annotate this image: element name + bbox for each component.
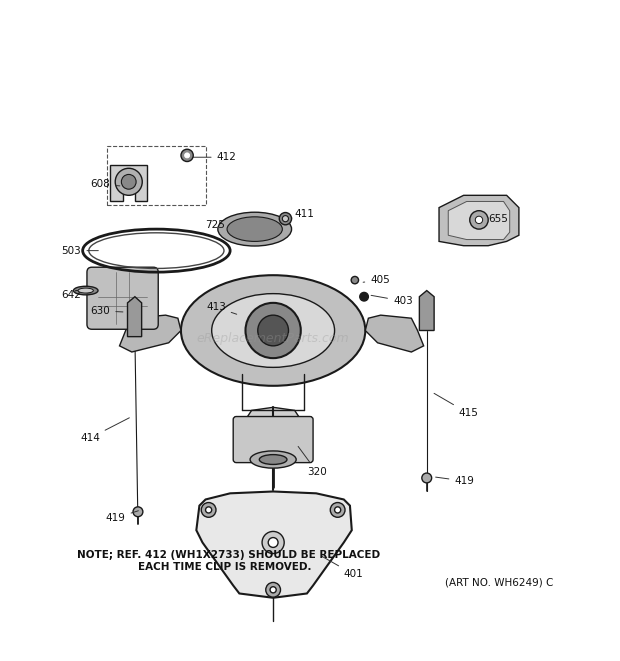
Text: 608: 608	[91, 179, 120, 189]
Circle shape	[476, 216, 482, 223]
Text: 725: 725	[205, 220, 237, 230]
Text: 412: 412	[190, 152, 236, 162]
Ellipse shape	[259, 455, 287, 465]
Circle shape	[206, 507, 211, 513]
Polygon shape	[120, 315, 181, 352]
FancyBboxPatch shape	[233, 416, 313, 463]
Circle shape	[335, 507, 341, 513]
Text: 405: 405	[363, 275, 390, 285]
Circle shape	[351, 276, 358, 284]
Circle shape	[270, 587, 276, 593]
Circle shape	[470, 211, 488, 229]
Ellipse shape	[73, 286, 98, 295]
Circle shape	[282, 215, 288, 221]
Text: 503: 503	[61, 246, 99, 256]
Polygon shape	[448, 202, 510, 239]
Circle shape	[266, 582, 280, 597]
Ellipse shape	[78, 288, 94, 293]
Text: 419: 419	[436, 476, 474, 486]
Ellipse shape	[250, 451, 296, 468]
Circle shape	[258, 315, 288, 346]
Ellipse shape	[211, 293, 335, 368]
Circle shape	[246, 303, 301, 358]
Text: 320: 320	[298, 446, 327, 477]
Text: eReplacementParts.com: eReplacementParts.com	[197, 332, 350, 345]
Text: 655: 655	[479, 214, 508, 223]
Ellipse shape	[218, 212, 291, 246]
Text: 630: 630	[91, 306, 123, 316]
Circle shape	[360, 292, 368, 301]
Text: 642: 642	[61, 290, 91, 300]
Polygon shape	[419, 291, 434, 330]
Polygon shape	[128, 297, 141, 336]
Circle shape	[202, 502, 216, 518]
Text: 411: 411	[290, 209, 314, 219]
Circle shape	[279, 213, 291, 225]
Circle shape	[115, 169, 142, 195]
Circle shape	[133, 507, 143, 517]
Polygon shape	[365, 315, 423, 352]
Text: 413: 413	[206, 302, 237, 314]
Circle shape	[268, 537, 278, 547]
Circle shape	[185, 153, 190, 158]
Polygon shape	[110, 165, 147, 202]
Text: EACH TIME CLIP IS REMOVED.: EACH TIME CLIP IS REMOVED.	[138, 562, 311, 572]
Text: 419: 419	[106, 511, 138, 523]
Circle shape	[330, 502, 345, 518]
Text: 415: 415	[434, 393, 479, 418]
Ellipse shape	[227, 217, 282, 241]
Text: (ART NO. WH6249) C: (ART NO. WH6249) C	[445, 578, 554, 588]
Text: 403: 403	[371, 295, 413, 306]
Ellipse shape	[181, 275, 365, 386]
Text: 414: 414	[80, 418, 130, 443]
Circle shape	[422, 473, 432, 483]
Polygon shape	[439, 195, 519, 246]
Polygon shape	[246, 407, 301, 436]
Circle shape	[181, 149, 193, 161]
Text: 401: 401	[322, 556, 363, 580]
Polygon shape	[197, 492, 352, 598]
FancyBboxPatch shape	[87, 267, 158, 329]
Circle shape	[262, 531, 284, 553]
Circle shape	[122, 175, 136, 189]
Text: NOTE; REF. 412 (WH1X2733) SHOULD BE REPLACED: NOTE; REF. 412 (WH1X2733) SHOULD BE REPL…	[76, 550, 379, 560]
